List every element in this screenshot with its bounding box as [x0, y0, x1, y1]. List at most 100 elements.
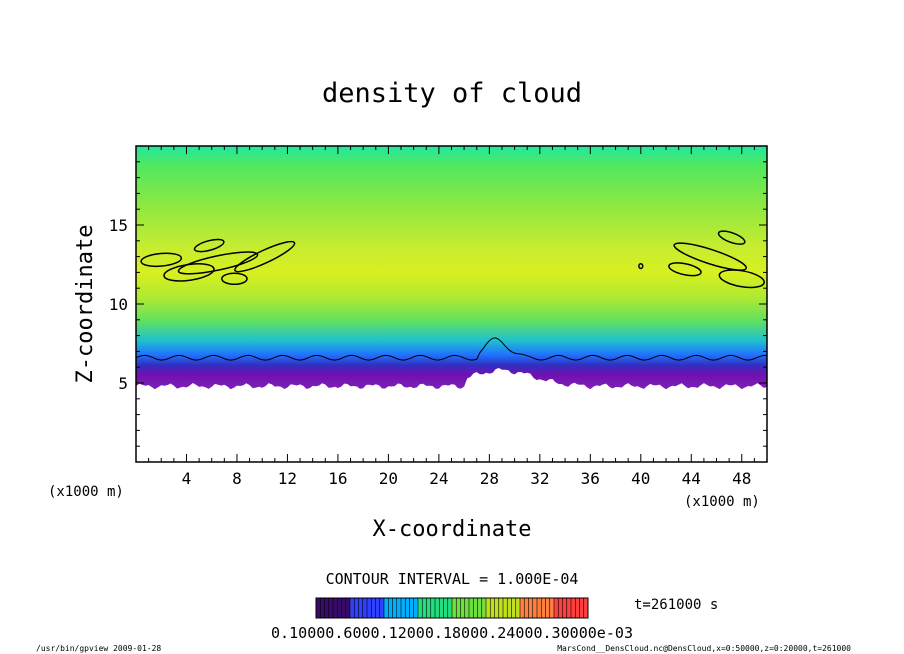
colorbar-segment — [430, 598, 436, 618]
colorbar-segment — [337, 598, 342, 618]
colorbar-segment — [447, 598, 453, 618]
colorbar-segment — [362, 598, 368, 618]
x-tick-label: 28 — [480, 469, 499, 488]
x-axis-label: X-coordinate — [373, 517, 532, 542]
y-axis-label: Z-coordinate — [73, 225, 98, 384]
colorbar-segment — [486, 598, 491, 618]
colorbar-segment — [541, 598, 546, 618]
contour-line — [221, 272, 248, 286]
colorbar-segment — [528, 598, 534, 618]
x-tick-label: 36 — [581, 469, 600, 488]
colorbar-segment — [469, 598, 474, 618]
colorbar-segment — [375, 598, 381, 618]
y-tick-label: 10 — [109, 295, 128, 314]
colorbar-segment — [328, 598, 334, 618]
colorbar-segment — [532, 598, 538, 618]
colorbar-segment — [524, 598, 529, 618]
colorbar-segment — [426, 598, 432, 618]
colorbar-segment — [418, 598, 423, 618]
colorbar-frame — [315, 597, 589, 619]
colorbar-labels: 0.10000.6000.12000.18000.24000.30000e-03 — [271, 624, 633, 642]
colorbar-segment — [354, 598, 359, 618]
x-tick-label: 44 — [682, 469, 701, 488]
colorbar-segment — [515, 598, 521, 618]
colorbar-segment — [439, 598, 444, 618]
x-unit-right: (x1000 m) — [684, 494, 760, 510]
colorbar-segment — [498, 598, 504, 618]
y-tick-label: 5 — [118, 374, 128, 393]
x-tick-label: 32 — [530, 469, 549, 488]
contour-line — [673, 242, 748, 271]
cloud-contours — [140, 230, 765, 289]
colorbar-segment — [316, 598, 321, 618]
colorbar-segment — [490, 598, 495, 618]
colorbar-segment — [494, 598, 500, 618]
density-field — [136, 146, 767, 390]
colorbar-segment — [566, 598, 572, 618]
colorbar-segment — [409, 598, 415, 618]
contour-line — [163, 263, 215, 282]
x-tick-label: 20 — [379, 469, 398, 488]
footer-left: /usr/bin/gpview 2009-01-28 — [36, 644, 161, 653]
x-tick-label: 4 — [182, 469, 192, 488]
colorbar-segment — [396, 598, 402, 618]
colorbar-segment — [511, 598, 517, 618]
colorbar-segment — [371, 598, 376, 618]
colorbar-segment — [413, 598, 419, 618]
colorbar-segment — [520, 598, 525, 618]
colorbar-segment — [384, 598, 389, 618]
colorbar-segment — [456, 598, 461, 618]
colorbar-segment — [392, 598, 398, 618]
contour-line — [234, 240, 296, 273]
colorbar-segment — [358, 598, 364, 618]
colorbar-segment — [350, 598, 355, 618]
plot-area — [136, 146, 767, 390]
colorbar-segment — [320, 598, 325, 618]
colorbar-segment — [452, 598, 457, 618]
colorbar-segment — [583, 598, 589, 618]
colorbar-segment — [367, 598, 372, 618]
contour-line — [717, 230, 746, 245]
colorbar-segment — [464, 598, 470, 618]
colorbar-segment — [379, 598, 385, 618]
colorbar-segment — [435, 598, 440, 618]
contour-line — [193, 238, 225, 253]
contour-line — [668, 262, 702, 277]
colorbar-segment — [422, 598, 427, 618]
colorbar-segment — [443, 598, 449, 618]
contour-line — [140, 252, 183, 268]
colorbar-segment — [324, 598, 330, 618]
contour-interval-text: CONTOUR INTERVAL = 1.000E-04 — [326, 570, 579, 588]
colorbar-segment — [503, 598, 508, 618]
x-tick-label: 16 — [328, 469, 347, 488]
x-tick-label: 8 — [232, 469, 242, 488]
colorbar-segment — [477, 598, 483, 618]
colorbar-segment — [579, 598, 585, 618]
colorbar-segment — [507, 598, 512, 618]
colorbar-segment — [405, 598, 410, 618]
colorbar-segment — [341, 598, 347, 618]
contour-line — [638, 262, 644, 270]
colorbar-segment — [388, 598, 393, 618]
footer-right: MarsCond__DensCloud.nc@DensCloud,x=0:500… — [557, 644, 851, 653]
colorbar-segment — [537, 598, 542, 618]
colorbar-segment — [401, 598, 406, 618]
colorbar-segment — [549, 598, 555, 618]
x-tick-label: 40 — [631, 469, 650, 488]
colorbar-segment — [558, 598, 563, 618]
colorbar-segment — [481, 598, 487, 618]
colorbar-segment — [575, 598, 580, 618]
contour-line — [718, 269, 765, 289]
colorbar-segment — [554, 598, 559, 618]
colorbar-segment — [333, 598, 338, 618]
x-tick-label: 12 — [278, 469, 297, 488]
colorbar-segment — [562, 598, 568, 618]
cloud-base-contour — [136, 337, 767, 361]
y-tick-label: 15 — [109, 216, 128, 235]
x-unit-left: (x1000 m) — [48, 484, 124, 500]
x-tick-label: 24 — [429, 469, 448, 488]
chart-title: density of cloud — [322, 78, 582, 109]
time-label: t=261000 s — [634, 597, 718, 613]
